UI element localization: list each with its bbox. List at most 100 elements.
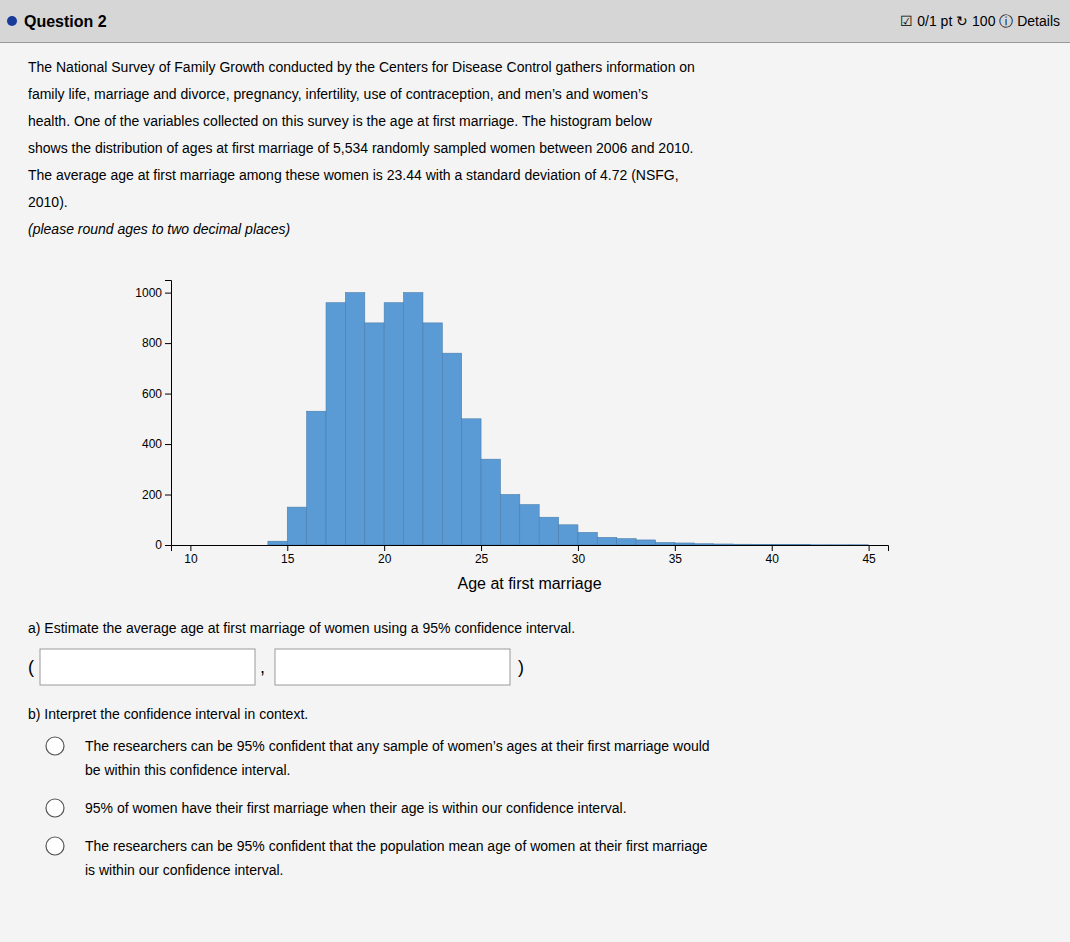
axis-line bbox=[165, 281, 172, 546]
tick-mark bbox=[481, 545, 482, 551]
tick-label: 45 bbox=[862, 552, 876, 566]
bar bbox=[481, 459, 500, 545]
bar bbox=[210, 545, 229, 546]
bar bbox=[249, 545, 268, 546]
tick: 0 bbox=[155, 538, 171, 552]
bars bbox=[268, 293, 869, 545]
bar bbox=[520, 505, 539, 545]
bar bbox=[849, 544, 868, 545]
bar bbox=[326, 303, 345, 545]
tick-label: 400 bbox=[142, 437, 162, 451]
bar bbox=[752, 544, 771, 545]
question-label: Question 2 bbox=[24, 13, 107, 30]
tick-label: 1000 bbox=[135, 286, 162, 300]
tick: 1000 bbox=[135, 286, 171, 300]
tick-label: 10 bbox=[184, 552, 198, 566]
tick-mark bbox=[675, 545, 676, 551]
bar bbox=[500, 495, 519, 545]
paragraph-line: 2010). bbox=[28, 194, 68, 210]
radio-button[interactable] bbox=[46, 799, 64, 817]
bar bbox=[229, 545, 248, 546]
bar bbox=[772, 544, 791, 545]
tick-label: 0 bbox=[155, 538, 162, 552]
section-a-label: a) Estimate the average age at first mar… bbox=[28, 620, 575, 636]
tick-label: 30 bbox=[572, 552, 586, 566]
paragraph-line: The average age at first marriage among … bbox=[28, 167, 679, 183]
radio-button[interactable] bbox=[46, 837, 64, 855]
page: Question 2☑ 0/1 pt ↻ 100 ⓘ DetailsThe Na… bbox=[0, 0, 1070, 942]
answer-box[interactable] bbox=[40, 649, 255, 685]
bar bbox=[307, 411, 326, 545]
bar bbox=[423, 323, 442, 545]
tick-mark bbox=[165, 293, 171, 294]
x-axis-title: Age at first marriage bbox=[457, 575, 601, 592]
option-text: be within this confidence interval. bbox=[85, 762, 290, 778]
bar bbox=[442, 353, 461, 545]
header-bar bbox=[0, 0, 1070, 42]
axis-line bbox=[172, 546, 889, 552]
tick-mark bbox=[165, 394, 171, 395]
bar bbox=[675, 543, 694, 545]
tick-mark bbox=[190, 545, 191, 551]
option-text: The researchers can be 95% confident tha… bbox=[85, 838, 708, 854]
option-text: The researchers can be 95% confident tha… bbox=[85, 738, 710, 754]
bar bbox=[617, 539, 636, 545]
tick-mark bbox=[165, 444, 171, 445]
tick-mark bbox=[869, 545, 870, 551]
answer-box[interactable] bbox=[275, 649, 510, 685]
tick: 40 bbox=[766, 545, 780, 566]
y-axis: 0 200 400 600 800 1000 bbox=[135, 281, 171, 553]
title-bar: ☑ 0/1 pt ↻ 100 ⓘ Details bbox=[900, 13, 1060, 29]
tick-mark bbox=[287, 545, 288, 551]
bar bbox=[384, 303, 403, 545]
bar bbox=[791, 544, 810, 545]
paragraph-line: health. One of the variables collected o… bbox=[28, 113, 653, 129]
bar bbox=[714, 544, 733, 545]
option-text: 95% of women have their first marriage w… bbox=[85, 800, 627, 816]
interval-paren: ( bbox=[28, 657, 34, 677]
histogram: 10 15 20 25 30 35 40 45 0 200 400 600 800 1000 Age at … bbox=[135, 281, 888, 593]
bar bbox=[655, 542, 674, 545]
tick-label: 40 bbox=[766, 552, 780, 566]
header-bullet bbox=[7, 16, 17, 26]
header-separator bbox=[0, 42, 1070, 43]
bar bbox=[345, 293, 364, 545]
tick-label: 25 bbox=[475, 552, 489, 566]
tick-label: 200 bbox=[142, 488, 162, 502]
tick-label: 800 bbox=[142, 336, 162, 350]
bar bbox=[404, 293, 423, 545]
bar bbox=[578, 532, 597, 545]
radio-button[interactable] bbox=[46, 737, 64, 755]
tick-mark bbox=[772, 545, 773, 551]
tick: 25 bbox=[475, 545, 489, 566]
paragraph-line: family life, marriage and divorce, pregn… bbox=[28, 86, 648, 102]
interval-comma: , bbox=[260, 657, 265, 677]
option-text: is within our confidence interval. bbox=[85, 862, 283, 878]
tick-label: 600 bbox=[142, 387, 162, 401]
tick-mark bbox=[384, 545, 385, 551]
tick-mark bbox=[578, 545, 579, 551]
tick-mark bbox=[165, 545, 171, 546]
bar bbox=[539, 517, 558, 545]
x-axis: 10 15 20 25 30 35 40 45 bbox=[172, 545, 889, 566]
bar bbox=[830, 544, 849, 545]
tick-label: 20 bbox=[378, 552, 392, 566]
tick: 800 bbox=[142, 336, 171, 350]
bar bbox=[810, 544, 829, 545]
bar bbox=[462, 419, 481, 545]
tick: 30 bbox=[572, 545, 586, 566]
bar bbox=[597, 537, 616, 545]
tick-mark bbox=[165, 495, 171, 496]
bar bbox=[733, 544, 752, 545]
tick-label: 35 bbox=[669, 552, 683, 566]
section-b-label: b) Interpret the confidence interval in … bbox=[28, 706, 308, 722]
bar bbox=[636, 540, 655, 545]
tick: 20 bbox=[378, 545, 392, 566]
tick: 200 bbox=[142, 488, 171, 502]
interval-paren: ) bbox=[518, 657, 524, 677]
tick: 15 bbox=[281, 545, 295, 566]
bar bbox=[268, 541, 287, 545]
bar bbox=[287, 507, 306, 545]
bar bbox=[559, 525, 578, 545]
tick: 600 bbox=[142, 387, 171, 401]
